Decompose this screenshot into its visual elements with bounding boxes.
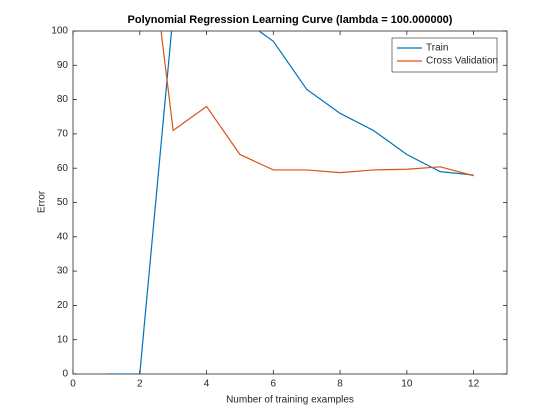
- y-tick-label: 20: [57, 300, 69, 311]
- series-line: [160, 31, 474, 177]
- y-tick-label: 40: [57, 231, 69, 242]
- y-tick-label: 80: [57, 94, 69, 105]
- x-tick-label: 6: [271, 379, 277, 390]
- y-tick-label: 50: [57, 197, 69, 208]
- series-line: [106, 31, 474, 374]
- y-tick-label: 10: [57, 334, 69, 345]
- legend-box: [391, 37, 498, 73]
- y-axis-label: Error: [37, 190, 48, 213]
- chart-title: Polynomial Regression Learning Curve (la…: [128, 14, 453, 26]
- plot-area: [72, 30, 508, 375]
- legend-label: Cross Validation: [426, 56, 498, 67]
- y-tick-label: 70: [57, 129, 69, 140]
- lines: [106, 31, 474, 374]
- x-tick-label: 4: [204, 379, 210, 390]
- x-tick-label: 0: [70, 379, 76, 390]
- y-tick-label: 100: [51, 26, 68, 37]
- y-tick-label: 60: [57, 163, 69, 174]
- x-tick-label: 2: [137, 379, 143, 390]
- x-tick-label: 10: [401, 379, 413, 390]
- y-tick-label: 0: [62, 369, 68, 380]
- legend-label: Train: [426, 43, 448, 54]
- x-axis-label: Number of training examples: [226, 395, 354, 406]
- y-tick-label: 30: [57, 266, 69, 277]
- x-tick-label: 12: [468, 379, 480, 390]
- x-tick-label: 8: [337, 379, 343, 390]
- y-tick-label: 90: [57, 60, 69, 71]
